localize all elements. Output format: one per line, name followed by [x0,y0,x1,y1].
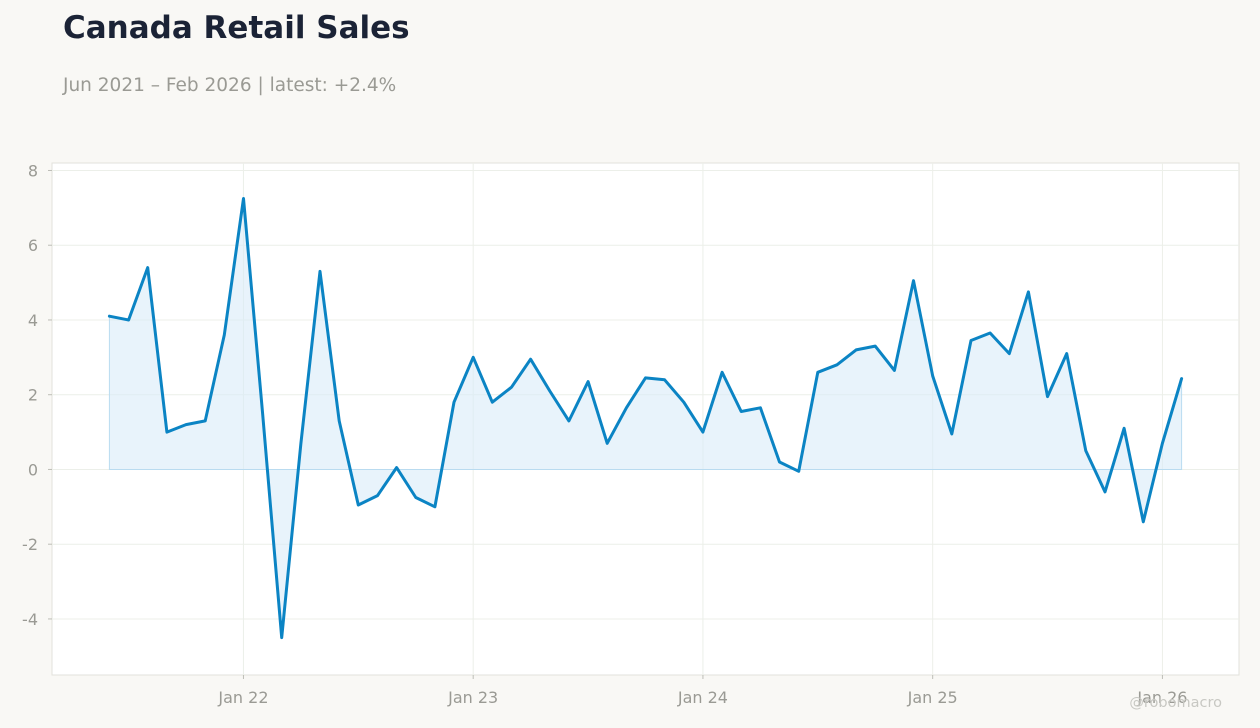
data-point [1161,442,1164,445]
data-point [1027,290,1030,293]
data-point [433,505,436,508]
data-point [970,339,973,342]
y-tick-label: 2 [28,386,38,405]
data-point [778,461,781,464]
y-tick-label: -2 [22,535,38,554]
data-point [740,410,743,413]
data-point [453,401,456,404]
x-tick-label: Jan 23 [447,688,498,707]
chart-title: Canada Retail Sales [63,10,410,46]
x-tick-label: Jan 26 [1136,688,1187,707]
x-axis: Jan 22 Jan 23 Jan 24 Jan 25 Jan 26 [217,675,1187,707]
watermark: @robomacro [1129,695,1222,711]
data-point [989,332,992,335]
data-point [1084,449,1087,452]
data-point [836,363,839,366]
data-point [1046,395,1049,398]
data-point [242,197,245,200]
data-point [376,494,379,497]
x-tick-label: Jan 22 [217,688,268,707]
data-point [185,423,188,426]
data-point [1180,377,1183,380]
series [107,197,1184,640]
x-tick-label: Jan 24 [677,688,728,707]
data-point [816,371,819,374]
y-tick-label: 6 [28,236,38,255]
data-point [587,380,590,383]
data-point [855,348,858,351]
data-point [223,333,226,336]
data-point [682,401,685,404]
data-point [204,419,207,422]
data-point [893,369,896,372]
data-point [663,378,666,381]
data-point [548,390,551,393]
y-axis: 8 6 4 2 0 -2 -4 [22,161,52,629]
data-point [472,356,475,359]
y-tick-label: -4 [22,610,38,629]
data-point [912,279,915,282]
data-point [1104,490,1107,493]
data-point [338,419,341,422]
data-point [721,371,724,374]
data-point [701,431,704,434]
data-point [1123,427,1126,430]
y-tick-label: 0 [28,460,38,479]
data-point [395,466,398,469]
data-point [1008,352,1011,355]
data-point [491,401,494,404]
data-point [280,636,283,639]
data-point [1065,352,1068,355]
data-point [261,412,264,415]
data-point [146,266,149,269]
y-tick-label: 8 [28,161,38,180]
chart-subtitle: Jun 2021 – Feb 2026 | latest: +2.4% [63,75,397,96]
data-point [606,442,609,445]
data-point [874,345,877,348]
data-point [414,496,417,499]
x-tick-label: Jan 25 [907,688,958,707]
data-point [797,470,800,473]
data-point [319,270,322,273]
data-point [644,376,647,379]
data-point [1142,520,1145,523]
data-point [950,432,953,435]
data-point [625,406,628,409]
data-point [299,442,302,445]
data-point [529,358,532,361]
series-line [107,197,1184,640]
data-point [759,406,762,409]
data-point [165,431,168,434]
data-point [567,419,570,422]
data-point [127,319,130,322]
data-point [357,504,360,507]
data-point [510,386,513,389]
data-point [931,375,934,378]
y-tick-label: 4 [28,311,38,330]
data-point [108,315,111,318]
